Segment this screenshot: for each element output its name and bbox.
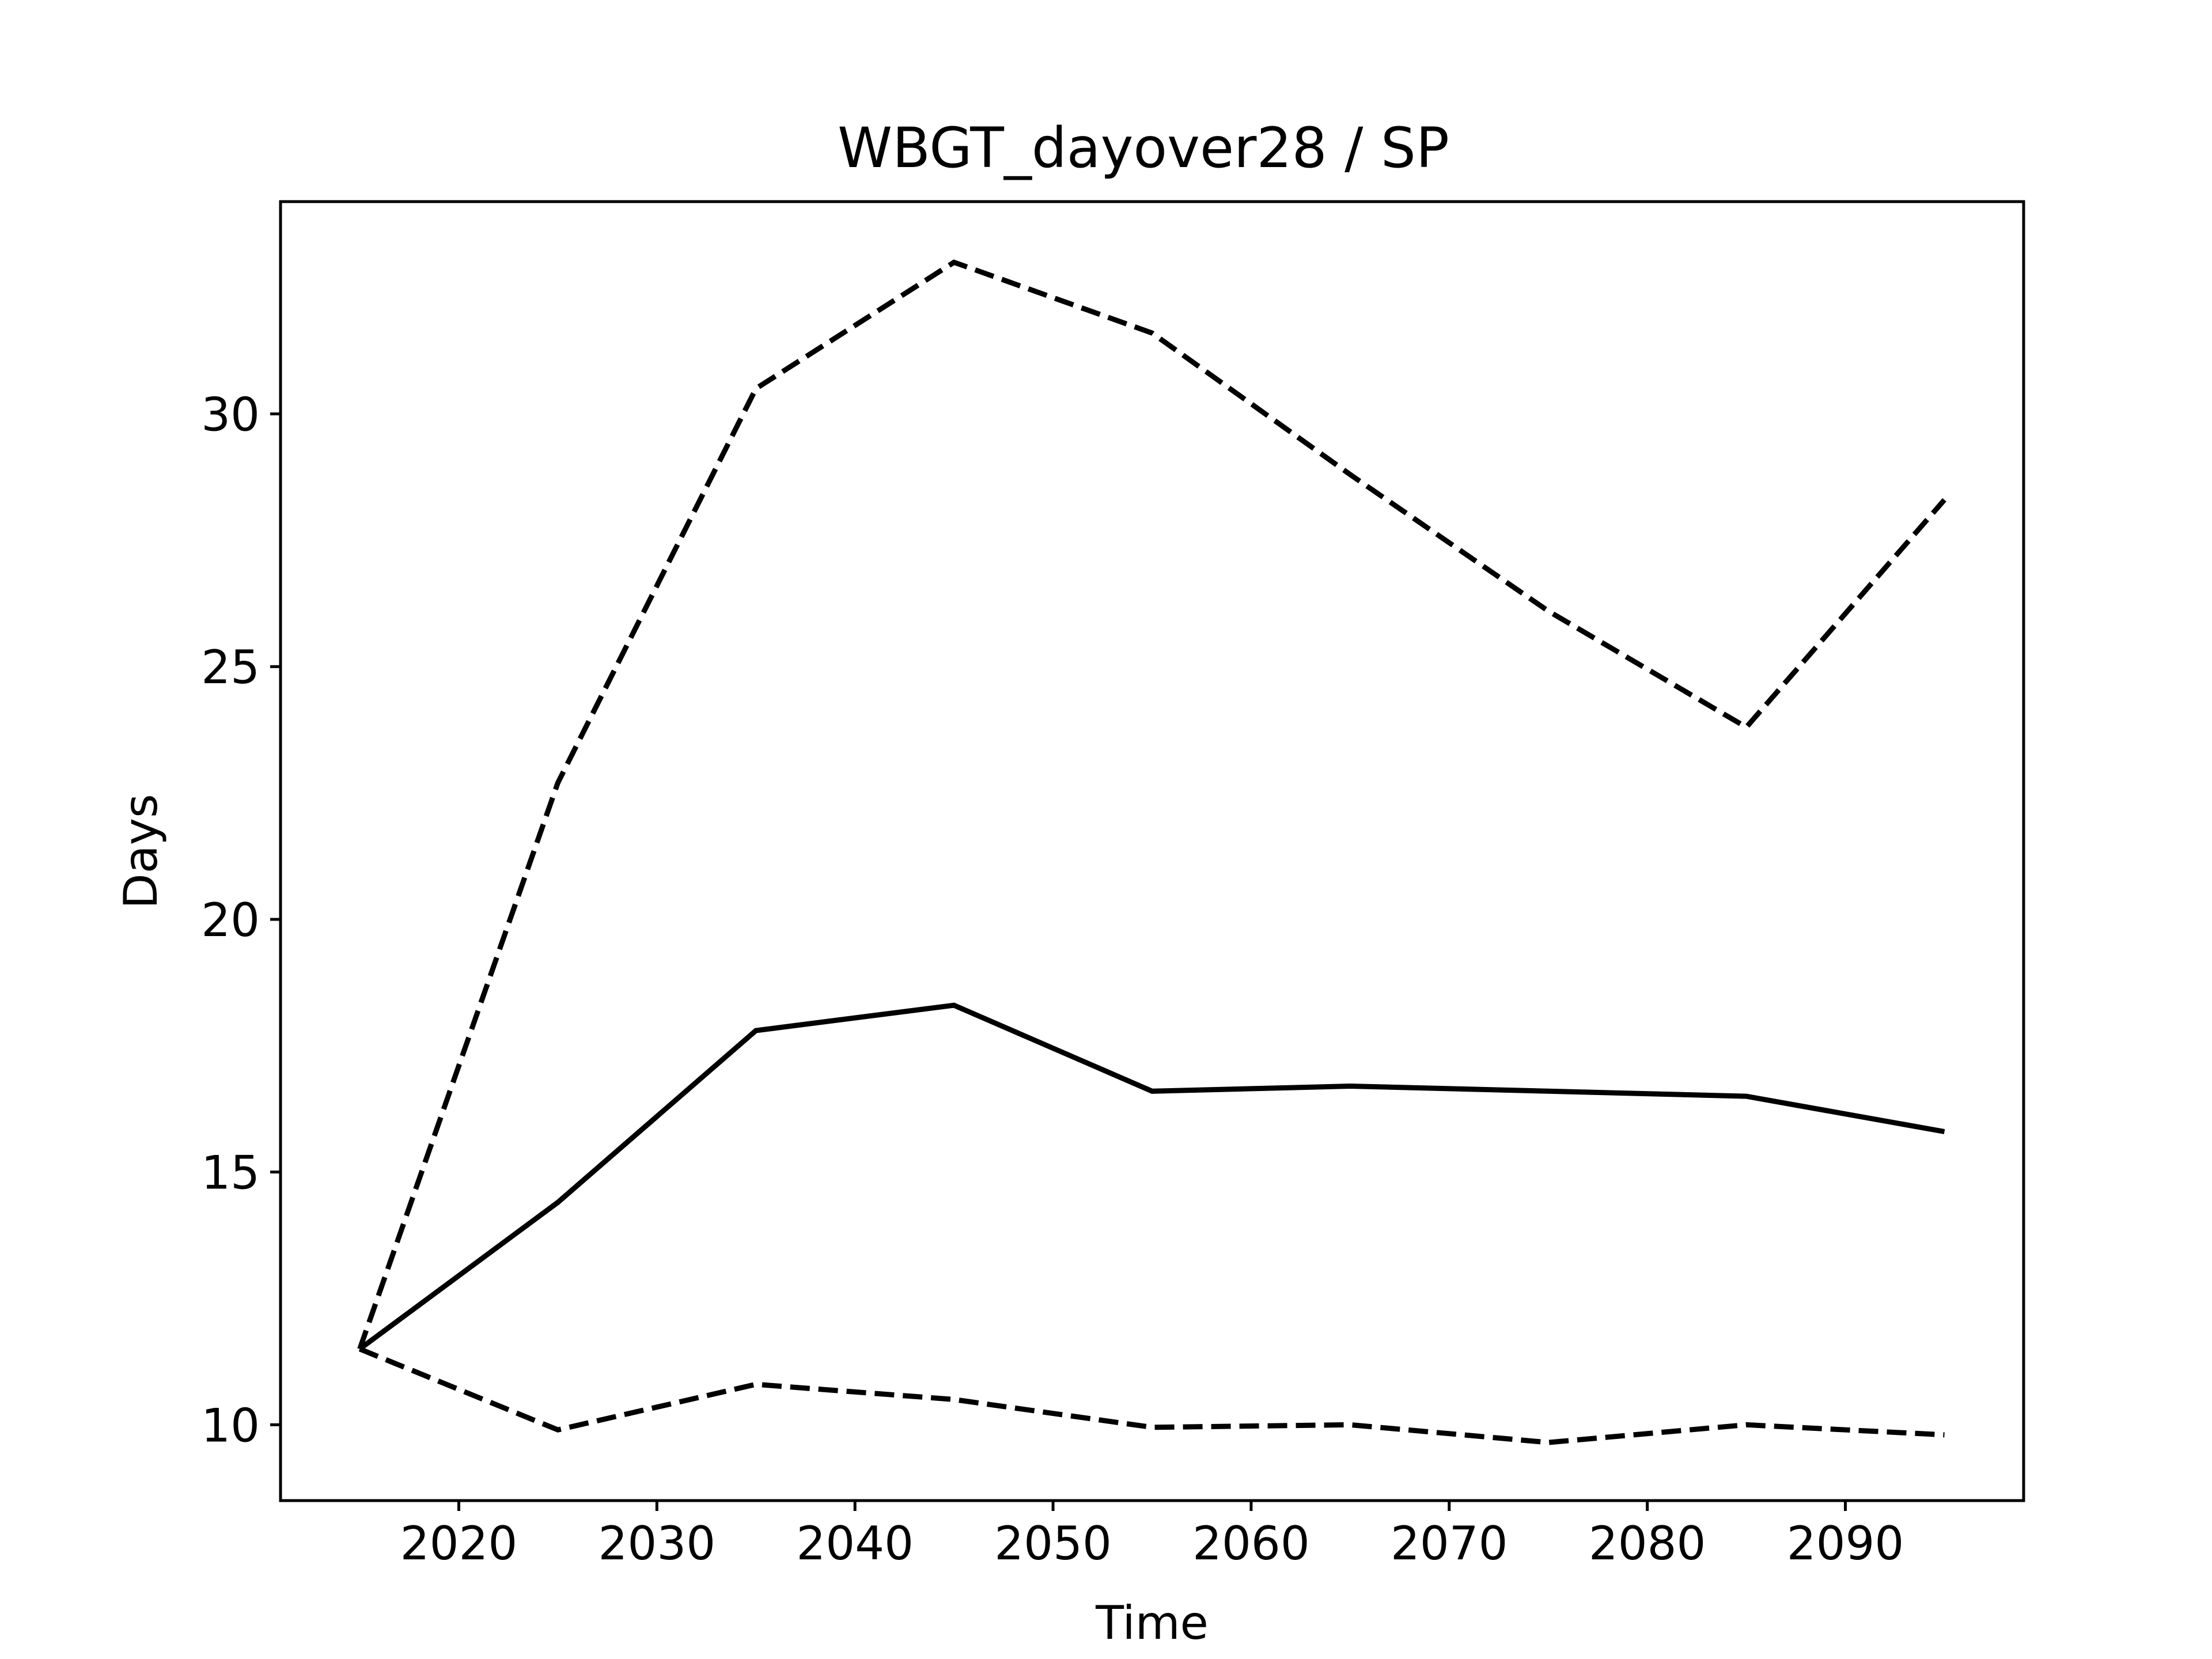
y-tick-label: 30 xyxy=(201,388,260,442)
plot-area xyxy=(357,259,1946,1445)
x-tick-label: 2060 xyxy=(1192,1517,1310,1570)
x-tick-label: 2080 xyxy=(1589,1517,1706,1570)
series-line-2 xyxy=(357,259,1946,1350)
chart-title: WBGT_dayover28 / SP xyxy=(838,116,1449,180)
series-line-3 xyxy=(358,1346,1945,1445)
x-tick-label: 2070 xyxy=(1391,1517,1508,1570)
x-axis: 2020 2030 2040 2050 2060 2070 2080 2090 xyxy=(400,1501,1904,1570)
x-tick-label: 2040 xyxy=(796,1517,914,1570)
y-tick-label: 15 xyxy=(201,1146,260,1200)
y-tick-label: 25 xyxy=(201,641,260,694)
y-axis: 10 15 20 25 30 xyxy=(201,388,281,1452)
x-tick-label: 2020 xyxy=(400,1517,518,1570)
x-tick-label: 2030 xyxy=(599,1517,716,1570)
series-line-1 xyxy=(358,1002,1945,1351)
x-tick-label: 2090 xyxy=(1787,1517,1904,1570)
plot-frame xyxy=(279,200,2025,1502)
y-tick-label: 20 xyxy=(201,893,260,947)
y-tick-label: 10 xyxy=(201,1399,260,1452)
x-tick-label: 2050 xyxy=(994,1517,1112,1570)
y-axis-label: Days xyxy=(114,794,168,909)
x-axis-label: Time xyxy=(1095,1596,1209,1650)
